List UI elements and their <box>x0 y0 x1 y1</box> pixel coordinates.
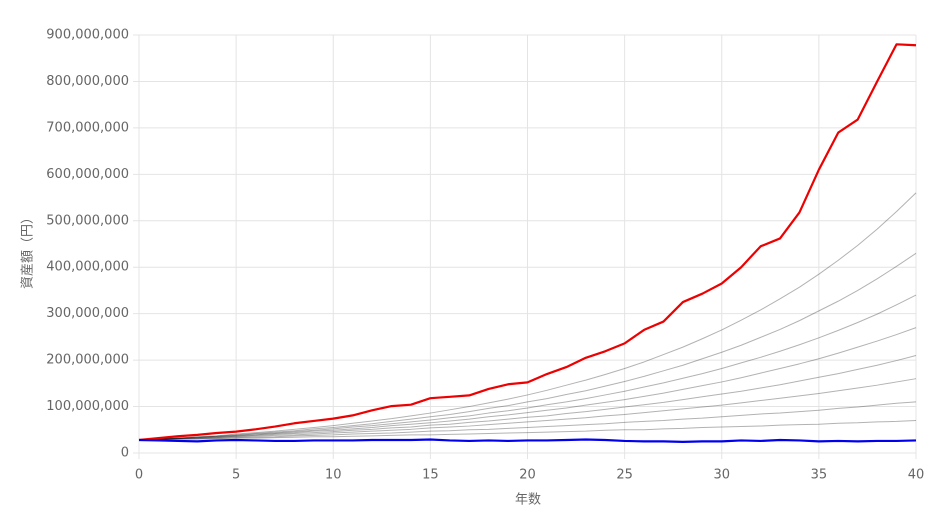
x-tick-label: 10 <box>325 468 342 483</box>
x-tick-label: 30 <box>713 468 730 483</box>
series-line <box>138 438 917 443</box>
y-tick-label: 600,000,000 <box>46 167 129 182</box>
series-line <box>138 43 917 442</box>
x-tick-label: 5 <box>232 468 240 483</box>
y-tick-label: 700,000,000 <box>46 120 129 135</box>
y-tick-label: 200,000,000 <box>46 353 129 368</box>
y-tick-label: 900,000,000 <box>46 28 129 43</box>
x-tick-label: 0 <box>135 468 143 483</box>
y-axis-title: 資産額（円） <box>20 211 36 289</box>
y-tick-label: 400,000,000 <box>46 260 129 275</box>
x-tick-label: 40 <box>908 468 925 483</box>
series-line <box>138 327 917 441</box>
x-tick-label: 20 <box>519 468 536 483</box>
series-line <box>138 294 917 441</box>
y-tick-label: 500,000,000 <box>46 213 129 228</box>
y-tick-label: 300,000,000 <box>46 306 129 321</box>
y-tick-label: 100,000,000 <box>46 399 129 414</box>
series-line <box>138 401 917 441</box>
series-line <box>138 419 917 441</box>
x-tick-label: 25 <box>616 468 633 483</box>
x-tick-label: 35 <box>811 468 828 483</box>
series-line <box>138 378 917 441</box>
x-axis-title: 年数 <box>515 493 541 508</box>
series-line <box>138 192 917 441</box>
x-tick-label: 15 <box>422 468 439 483</box>
y-tick-label: 0 <box>121 446 129 461</box>
series-line <box>138 354 917 441</box>
series-line <box>138 252 917 441</box>
y-tick-label: 800,000,000 <box>46 74 129 89</box>
